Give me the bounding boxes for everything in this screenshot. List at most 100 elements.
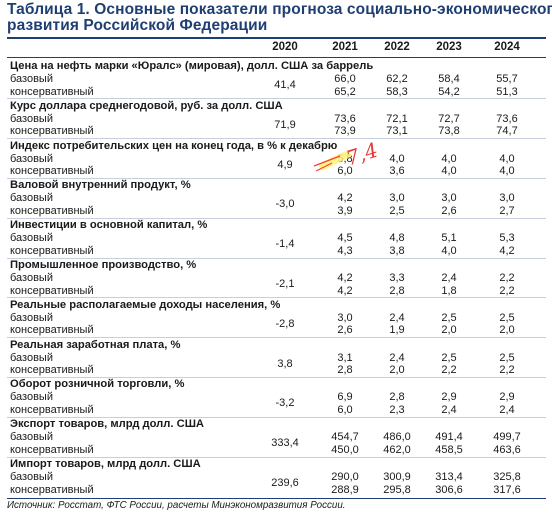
value-2022: 300,9 — [383, 471, 411, 483]
footer-divider — [7, 498, 546, 499]
value-2024: 499,7 — [493, 431, 521, 444]
row-divider — [7, 217, 546, 219]
row-conservative-scenario: консервативный 2,6 1,9 2,0 2,0 — [0, 324, 552, 337]
scenario-label: консервативный — [10, 443, 94, 456]
value-2021: 3,9 — [337, 204, 353, 217]
scenario-label: консервативный — [10, 284, 94, 297]
value-2023: 2,5 — [441, 311, 457, 324]
value-2024: 4,0 — [499, 165, 515, 178]
row-conservative-scenario: консервативный 73,9 73,1 73,8 74,7 — [0, 125, 552, 138]
value-2023: 4,0 — [441, 165, 457, 178]
value-2020: 71,9 — [274, 118, 296, 131]
value-2021: 3,0 — [337, 311, 353, 324]
scenario-label: базовый — [10, 272, 53, 284]
year-2020: 2020 — [272, 41, 298, 53]
value-2024: 4,2 — [499, 244, 515, 257]
source-note: Источник: Росстат, ФТС России, расчеты М… — [7, 500, 346, 511]
value-2022: 1,9 — [389, 324, 405, 337]
row-divider — [7, 376, 546, 378]
indicator-title: Инвестиции в основной капитал, % — [10, 219, 208, 232]
table-title: Таблица 1. Основные показатели прогноза … — [7, 2, 552, 34]
scenario-label: базовый — [10, 431, 53, 444]
row-divider — [7, 416, 546, 418]
value-2023: 2,9 — [441, 391, 457, 404]
value-2021: 5,8 — [337, 152, 353, 165]
row-conservative-scenario: консервативный 288,9 295,8 306,6 317,6 — [0, 484, 552, 497]
value-2021: 4,3 — [337, 244, 353, 257]
value-2022: 2,4 — [389, 351, 405, 364]
value-2021: 4,2 — [337, 284, 353, 297]
row-base-scenario: базовый 290,0 300,9 313,4 325,8 — [0, 471, 552, 484]
indicator-title: Импорт товаров, млрд долл. США — [10, 458, 201, 470]
value-2022: 462,0 — [383, 443, 411, 456]
table-title-line-2: развития Российской Федерации — [7, 17, 268, 34]
scenario-label: базовый — [10, 232, 53, 245]
value-2024: 74,7 — [496, 125, 518, 138]
value-2022: 486,0 — [383, 431, 411, 444]
row-divider — [7, 456, 546, 458]
value-2023: 458,5 — [435, 443, 463, 456]
value-2021: 6,0 — [337, 403, 353, 416]
value-2022: 2,8 — [389, 284, 405, 297]
value-2024: 317,6 — [493, 483, 521, 496]
scenario-label: консервативный — [10, 364, 94, 377]
value-2022: 3,3 — [389, 272, 405, 284]
value-2024: 325,8 — [493, 471, 521, 483]
value-2024: 2,0 — [499, 324, 515, 337]
value-2020: -2,8 — [275, 317, 295, 330]
value-2023: 491,4 — [435, 431, 463, 444]
value-2022: 4,0 — [389, 152, 405, 165]
value-2020: 239,6 — [271, 477, 299, 489]
indicator-title: Цена на нефть марки «Юралс» (мировая), д… — [10, 60, 374, 72]
row-conservative-scenario: консервативный 4,3 3,8 4,0 4,2 — [0, 245, 552, 258]
value-2022: 2,0 — [389, 364, 405, 377]
indicator-title: Оборот розничной торговли, % — [10, 378, 185, 391]
value-2021: 2,6 — [337, 324, 353, 337]
value-2023: 2,4 — [441, 403, 457, 416]
value-2024: 55,7 — [496, 73, 518, 85]
value-2023: 306,6 — [435, 483, 463, 496]
value-2023: 73,8 — [438, 125, 460, 138]
row-divider — [7, 257, 546, 259]
value-2024: 51,3 — [496, 85, 518, 98]
row-conservative-scenario: консервативный 6,0 2,3 2,4 2,4 — [0, 404, 552, 417]
indicator-title: Промышленное производство, % — [10, 259, 197, 271]
scenario-label: консервативный — [10, 125, 94, 138]
value-2021: 4,5 — [337, 232, 353, 245]
scenario-label: базовый — [10, 311, 53, 324]
row-base-scenario: базовый 454,7 486,0 491,4 499,7 — [0, 431, 552, 444]
indicator-title: Курс доллара среднегодовой, руб. за долл… — [10, 99, 283, 112]
year-2021: 2021 — [332, 41, 358, 53]
value-2024: 463,6 — [493, 443, 521, 456]
row-base-scenario: базовый 3,1 2,4 2,5 2,5 — [0, 352, 552, 365]
value-2022: 295,8 — [383, 483, 411, 496]
value-2022: 62,2 — [386, 73, 408, 85]
value-2021: 3,1 — [337, 351, 353, 364]
value-2020: -1,4 — [275, 238, 295, 251]
value-2023: 4,0 — [441, 244, 457, 257]
value-2020: -2,1 — [275, 278, 295, 290]
row-base-scenario: базовый 4,2 3,3 2,4 2,2 — [0, 272, 552, 285]
scenario-label: консервативный — [10, 165, 94, 178]
row-conservative-scenario: консервативный 2,8 2,0 2,2 2,2 — [0, 364, 552, 377]
row-divider — [7, 98, 546, 100]
value-2024: 4,0 — [499, 152, 515, 165]
header-divider — [7, 57, 546, 58]
row-divider — [7, 138, 546, 140]
value-2024: 2,4 — [499, 403, 515, 416]
value-2023: 2,4 — [441, 272, 457, 284]
row-base-scenario: базовый 73,6 72,1 72,7 73,6 — [0, 113, 552, 126]
value-2020: -3,2 — [275, 397, 295, 410]
value-2023: 58,4 — [438, 73, 460, 85]
indicator-title: Реальные располагаемые доходы населения,… — [10, 298, 281, 311]
value-2023: 4,0 — [441, 152, 457, 165]
value-2021: 290,0 — [331, 471, 359, 483]
scenario-label: базовый — [10, 351, 53, 364]
scenario-label: консервативный — [10, 85, 94, 98]
scenario-label: консервативный — [10, 483, 94, 496]
year-2023: 2023 — [436, 41, 462, 53]
value-2021: 4,2 — [337, 192, 353, 205]
value-2024: 3,0 — [499, 192, 515, 205]
value-2020: 41,4 — [274, 79, 296, 91]
value-2021: 6,0 — [337, 165, 353, 178]
